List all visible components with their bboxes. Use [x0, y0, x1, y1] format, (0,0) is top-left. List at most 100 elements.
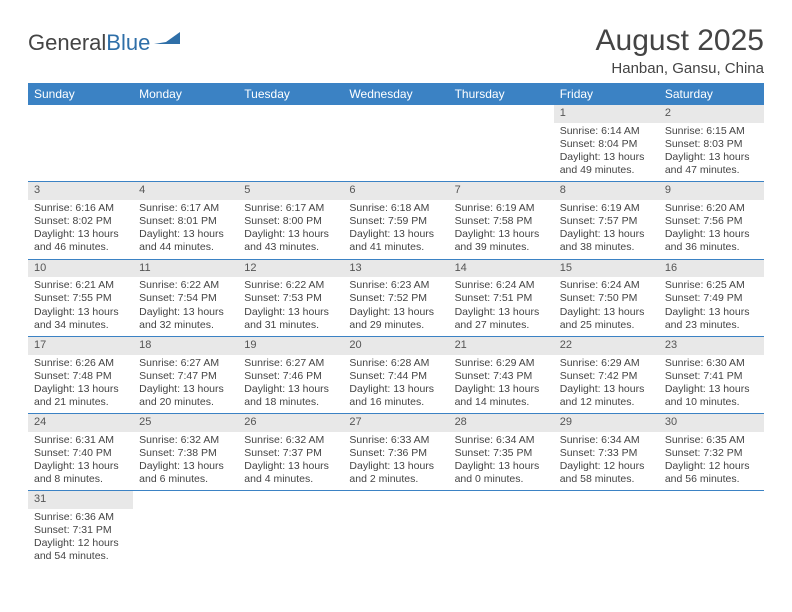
day-cell: [554, 491, 659, 567]
weekday-header: Friday: [554, 83, 659, 105]
day-day1: Daylight: 13 hours: [139, 306, 232, 319]
day-sunset: Sunset: 7:36 PM: [349, 447, 442, 460]
page-title: August 2025: [596, 24, 764, 58]
day-day1: Daylight: 13 hours: [349, 306, 442, 319]
day-sunrise: Sunrise: 6:26 AM: [34, 357, 127, 370]
week-row: 31Sunrise: 6:36 AMSunset: 7:31 PMDayligh…: [28, 491, 764, 567]
day-details: Sunrise: 6:19 AMSunset: 7:58 PMDaylight:…: [449, 200, 554, 259]
day-day2: and 36 minutes.: [665, 241, 758, 254]
day-sunset: Sunset: 7:37 PM: [244, 447, 337, 460]
day-sunrise: Sunrise: 6:17 AM: [244, 202, 337, 215]
day-sunset: Sunset: 8:00 PM: [244, 215, 337, 228]
day-number: 29: [554, 414, 659, 432]
day-number: 23: [659, 337, 764, 355]
day-day2: and 29 minutes.: [349, 319, 442, 332]
day-cell: 1Sunrise: 6:14 AMSunset: 8:04 PMDaylight…: [554, 105, 659, 181]
day-details: Sunrise: 6:23 AMSunset: 7:52 PMDaylight:…: [343, 277, 448, 336]
day-day2: and 2 minutes.: [349, 473, 442, 486]
logo-text-a: General: [28, 30, 106, 56]
day-details: Sunrise: 6:18 AMSunset: 7:59 PMDaylight:…: [343, 200, 448, 259]
day-sunset: Sunset: 7:35 PM: [455, 447, 548, 460]
day-day2: and 16 minutes.: [349, 396, 442, 409]
day-sunset: Sunset: 7:58 PM: [455, 215, 548, 228]
day-day1: Daylight: 13 hours: [349, 383, 442, 396]
day-sunset: Sunset: 7:33 PM: [560, 447, 653, 460]
day-cell: 2Sunrise: 6:15 AMSunset: 8:03 PMDaylight…: [659, 105, 764, 181]
day-number: 30: [659, 414, 764, 432]
day-day2: and 20 minutes.: [139, 396, 232, 409]
day-day1: Daylight: 13 hours: [34, 306, 127, 319]
day-cell: 23Sunrise: 6:30 AMSunset: 7:41 PMDayligh…: [659, 337, 764, 413]
day-sunset: Sunset: 7:56 PM: [665, 215, 758, 228]
day-sunrise: Sunrise: 6:16 AM: [34, 202, 127, 215]
weekday-header-row: SundayMondayTuesdayWednesdayThursdayFrid…: [28, 83, 764, 105]
day-details: Sunrise: 6:29 AMSunset: 7:42 PMDaylight:…: [554, 355, 659, 414]
day-day1: Daylight: 13 hours: [560, 151, 653, 164]
day-details: Sunrise: 6:33 AMSunset: 7:36 PMDaylight:…: [343, 432, 448, 491]
day-details: Sunrise: 6:22 AMSunset: 7:53 PMDaylight:…: [238, 277, 343, 336]
day-number: 9: [659, 182, 764, 200]
day-cell: 19Sunrise: 6:27 AMSunset: 7:46 PMDayligh…: [238, 337, 343, 413]
day-day1: Daylight: 13 hours: [139, 460, 232, 473]
day-details: Sunrise: 6:15 AMSunset: 8:03 PMDaylight:…: [659, 123, 764, 182]
weekday-header: Thursday: [449, 83, 554, 105]
day-sunset: Sunset: 7:42 PM: [560, 370, 653, 383]
day-sunset: Sunset: 8:01 PM: [139, 215, 232, 228]
day-details: Sunrise: 6:32 AMSunset: 7:37 PMDaylight:…: [238, 432, 343, 491]
day-details: Sunrise: 6:29 AMSunset: 7:43 PMDaylight:…: [449, 355, 554, 414]
day-details: Sunrise: 6:34 AMSunset: 7:35 PMDaylight:…: [449, 432, 554, 491]
day-sunset: Sunset: 7:47 PM: [139, 370, 232, 383]
day-cell: [343, 105, 448, 181]
calendar: SundayMondayTuesdayWednesdayThursdayFrid…: [28, 83, 764, 568]
day-details: Sunrise: 6:26 AMSunset: 7:48 PMDaylight:…: [28, 355, 133, 414]
day-sunset: Sunset: 7:41 PM: [665, 370, 758, 383]
day-sunrise: Sunrise: 6:33 AM: [349, 434, 442, 447]
day-cell: 15Sunrise: 6:24 AMSunset: 7:50 PMDayligh…: [554, 260, 659, 336]
day-day1: Daylight: 13 hours: [139, 383, 232, 396]
day-sunrise: Sunrise: 6:18 AM: [349, 202, 442, 215]
day-sunset: Sunset: 7:38 PM: [139, 447, 232, 460]
day-sunset: Sunset: 7:31 PM: [34, 524, 127, 537]
day-sunrise: Sunrise: 6:19 AM: [560, 202, 653, 215]
day-day2: and 39 minutes.: [455, 241, 548, 254]
header: GeneralBlue August 2025 Hanban, Gansu, C…: [28, 24, 764, 77]
day-sunrise: Sunrise: 6:30 AM: [665, 357, 758, 370]
day-sunset: Sunset: 7:49 PM: [665, 292, 758, 305]
week-row: 3Sunrise: 6:16 AMSunset: 8:02 PMDaylight…: [28, 182, 764, 259]
day-cell: 24Sunrise: 6:31 AMSunset: 7:40 PMDayligh…: [28, 414, 133, 490]
day-number: 25: [133, 414, 238, 432]
day-day1: Daylight: 13 hours: [349, 228, 442, 241]
day-day2: and 4 minutes.: [244, 473, 337, 486]
day-details: Sunrise: 6:19 AMSunset: 7:57 PMDaylight:…: [554, 200, 659, 259]
day-cell: 16Sunrise: 6:25 AMSunset: 7:49 PMDayligh…: [659, 260, 764, 336]
day-sunrise: Sunrise: 6:22 AM: [139, 279, 232, 292]
day-details: Sunrise: 6:24 AMSunset: 7:50 PMDaylight:…: [554, 277, 659, 336]
day-cell: 10Sunrise: 6:21 AMSunset: 7:55 PMDayligh…: [28, 260, 133, 336]
day-details: Sunrise: 6:21 AMSunset: 7:55 PMDaylight:…: [28, 277, 133, 336]
day-cell: 8Sunrise: 6:19 AMSunset: 7:57 PMDaylight…: [554, 182, 659, 258]
day-cell: 22Sunrise: 6:29 AMSunset: 7:42 PMDayligh…: [554, 337, 659, 413]
day-number: 13: [343, 260, 448, 278]
day-day2: and 32 minutes.: [139, 319, 232, 332]
day-day1: Daylight: 13 hours: [665, 228, 758, 241]
day-number: 5: [238, 182, 343, 200]
day-details: Sunrise: 6:17 AMSunset: 8:01 PMDaylight:…: [133, 200, 238, 259]
day-sunset: Sunset: 7:53 PM: [244, 292, 337, 305]
day-cell: 4Sunrise: 6:17 AMSunset: 8:01 PMDaylight…: [133, 182, 238, 258]
day-details: Sunrise: 6:16 AMSunset: 8:02 PMDaylight:…: [28, 200, 133, 259]
day-sunset: Sunset: 7:57 PM: [560, 215, 653, 228]
day-sunset: Sunset: 7:44 PM: [349, 370, 442, 383]
day-sunset: Sunset: 7:51 PM: [455, 292, 548, 305]
day-cell: [238, 105, 343, 181]
day-number: 2: [659, 105, 764, 123]
day-sunrise: Sunrise: 6:19 AM: [455, 202, 548, 215]
day-cell: [449, 491, 554, 567]
day-cell: 6Sunrise: 6:18 AMSunset: 7:59 PMDaylight…: [343, 182, 448, 258]
day-sunrise: Sunrise: 6:32 AM: [139, 434, 232, 447]
weekday-header: Tuesday: [238, 83, 343, 105]
day-details: Sunrise: 6:14 AMSunset: 8:04 PMDaylight:…: [554, 123, 659, 182]
day-details: Sunrise: 6:34 AMSunset: 7:33 PMDaylight:…: [554, 432, 659, 491]
day-day1: Daylight: 13 hours: [455, 228, 548, 241]
day-day1: Daylight: 13 hours: [34, 228, 127, 241]
day-day2: and 12 minutes.: [560, 396, 653, 409]
